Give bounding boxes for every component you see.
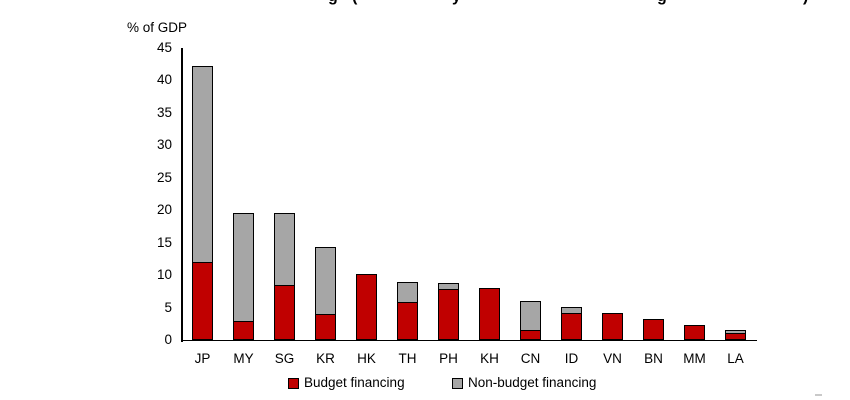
legend-label-non-budget: Non-budget financing	[468, 375, 597, 390]
bar-KH	[479, 288, 500, 340]
bar-segment-budget-KH	[479, 288, 500, 340]
title-fragment: y	[452, 0, 461, 5]
bar-JP	[192, 66, 213, 340]
y-axis-line	[181, 48, 183, 342]
bar-segment-budget-TH	[397, 302, 418, 340]
bar-CN	[520, 301, 541, 340]
y-tick-label-20: 20	[156, 202, 172, 218]
bar-segment-budget-VN	[602, 312, 623, 340]
bar-segment-non-budget-SG	[274, 213, 295, 286]
y-tick-label-30: 30	[156, 137, 172, 153]
bar-segment-non-budget-KR	[315, 247, 336, 315]
bar-segment-non-budget-TH	[397, 282, 418, 303]
legend-item-budget-financing: Budget financing	[288, 376, 405, 390]
x-label-LA: LA	[727, 351, 744, 366]
bar-VN	[602, 312, 623, 340]
bar-segment-non-budget-PH	[438, 282, 459, 290]
bar-MY	[233, 213, 254, 340]
title-fragment: )	[803, 0, 808, 5]
bar-segment-non-budget-CN	[520, 301, 541, 330]
x-label-VN: VN	[603, 351, 622, 366]
y-tick-label-35: 35	[156, 104, 172, 120]
bar-segment-budget-ID	[561, 312, 582, 340]
bar-segment-non-budget-MY	[233, 213, 254, 321]
bar-segment-non-budget-JP	[192, 66, 213, 263]
x-label-PH: PH	[439, 351, 458, 366]
bar-segment-budget-CN	[520, 329, 541, 340]
x-label-HK: HK	[357, 351, 376, 366]
x-label-TH: TH	[398, 351, 417, 366]
title-fragment: g	[657, 0, 667, 5]
x-label-BN: BN	[644, 351, 663, 366]
bar-HK	[356, 274, 377, 340]
y-tick-label-15: 15	[156, 234, 172, 250]
x-label-SG: SG	[274, 351, 295, 366]
bar-SG	[274, 213, 295, 340]
bar-segment-budget-BN	[643, 319, 664, 340]
bar-segment-budget-MM	[684, 325, 705, 340]
bar-BN	[643, 319, 664, 340]
bar-TH	[397, 282, 418, 340]
title-fragment: g	[328, 0, 338, 5]
y-tick-label-5: 5	[164, 299, 172, 315]
y-tick-label-0: 0	[164, 332, 172, 347]
bar-segment-budget-LA	[725, 332, 746, 340]
legend-swatch-non-budget	[452, 377, 463, 389]
bar-segment-budget-SG	[274, 285, 295, 340]
x-label-ID: ID	[564, 351, 579, 366]
bar-segment-non-budget-ID	[561, 306, 582, 313]
bar-ID	[561, 306, 582, 340]
bar-PH	[438, 282, 459, 340]
x-label-JP: JP	[194, 351, 211, 366]
x-label-KH: KH	[480, 351, 499, 366]
clipped-chart-title: g ( y g )	[0, 0, 850, 7]
y-tick-label-45: 45	[156, 40, 172, 55]
title-fragment: (	[352, 0, 357, 5]
bar-MM	[684, 325, 705, 340]
stray-mark	[815, 394, 822, 396]
legend-label-budget: Budget financing	[304, 375, 405, 390]
bar-segment-budget-MY	[233, 320, 254, 340]
bar-segment-budget-JP	[192, 262, 213, 340]
x-axis-line	[181, 339, 757, 342]
y-tick-label-40: 40	[156, 72, 172, 88]
x-label-KR: KR	[316, 351, 335, 366]
bar-segment-budget-KR	[315, 314, 336, 340]
bar-KR	[315, 247, 336, 340]
y-tick-label-25: 25	[156, 169, 172, 185]
x-label-MM: MM	[683, 351, 706, 366]
x-label-MY: MY	[233, 351, 254, 366]
bar-segment-budget-HK	[356, 274, 377, 340]
bar-segment-non-budget-LA	[725, 329, 746, 333]
y-tick-label-10: 10	[156, 267, 172, 283]
x-label-CN: CN	[520, 351, 541, 366]
bar-LA	[725, 329, 746, 340]
legend-swatch-budget	[288, 377, 299, 389]
y-axis-unit-label: % of GDP	[127, 20, 188, 35]
legend-item-non-budget-financing: Non-budget financing	[452, 376, 596, 390]
bar-segment-budget-PH	[438, 289, 459, 340]
